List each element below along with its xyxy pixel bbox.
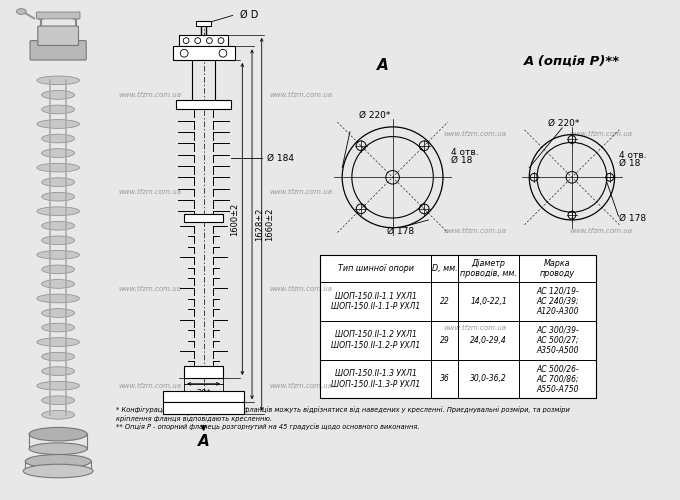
Ellipse shape — [41, 265, 75, 274]
Text: 1600±2: 1600±2 — [230, 202, 239, 235]
Ellipse shape — [41, 105, 75, 114]
Ellipse shape — [16, 8, 26, 14]
Ellipse shape — [41, 222, 75, 230]
Text: АС 300/39-
АС 500/27;
А350-А500: АС 300/39- АС 500/27; А350-А500 — [536, 325, 579, 355]
Text: Марка
проводу: Марка проводу — [540, 258, 575, 278]
Ellipse shape — [41, 134, 75, 143]
Text: www.tfzm.com.ua: www.tfzm.com.ua — [119, 382, 182, 388]
Text: 30,0-36,2: 30,0-36,2 — [470, 374, 507, 384]
Ellipse shape — [37, 250, 80, 259]
Text: Діаметр
проводів, мм.: Діаметр проводів, мм. — [460, 258, 517, 278]
Text: АС 120/19-
АС 240/39;
А120-А300: АС 120/19- АС 240/39; А120-А300 — [536, 286, 579, 316]
Ellipse shape — [29, 428, 87, 441]
Ellipse shape — [37, 207, 80, 216]
FancyBboxPatch shape — [38, 26, 78, 46]
FancyBboxPatch shape — [30, 40, 86, 60]
Ellipse shape — [37, 120, 80, 128]
Text: Ø 220*: Ø 220* — [549, 118, 580, 128]
Ellipse shape — [29, 443, 87, 454]
Ellipse shape — [41, 323, 75, 332]
Text: Ø 178: Ø 178 — [387, 227, 414, 236]
Text: 20*: 20* — [197, 389, 211, 398]
Text: 22: 22 — [440, 297, 449, 306]
Text: www.tfzm.com.ua: www.tfzm.com.ua — [569, 228, 632, 234]
Text: Ø 18: Ø 18 — [619, 159, 641, 168]
Text: www.tfzm.com.ua: www.tfzm.com.ua — [269, 382, 332, 388]
Text: www.tfzm.com.ua: www.tfzm.com.ua — [119, 286, 182, 292]
FancyBboxPatch shape — [36, 12, 80, 19]
Text: 1660±2: 1660±2 — [265, 207, 274, 240]
Text: 24,0-29,4: 24,0-29,4 — [470, 336, 507, 344]
FancyBboxPatch shape — [163, 390, 244, 402]
Text: www.tfzm.com.ua: www.tfzm.com.ua — [443, 130, 507, 136]
FancyBboxPatch shape — [163, 402, 244, 414]
Text: Ø 18: Ø 18 — [451, 156, 472, 164]
Ellipse shape — [41, 236, 75, 244]
FancyBboxPatch shape — [196, 21, 211, 26]
Ellipse shape — [41, 178, 75, 186]
Ellipse shape — [41, 192, 75, 201]
Text: ШОП-150.ІІ-1.1 УХЛ1
ШОП-150.ІІ-1.1-Р УХЛ1: ШОП-150.ІІ-1.1 УХЛ1 ШОП-150.ІІ-1.1-Р УХЛ… — [331, 292, 420, 311]
Text: www.tfzm.com.ua: www.tfzm.com.ua — [269, 286, 332, 292]
Ellipse shape — [23, 464, 93, 478]
Text: 4 отв.: 4 отв. — [451, 148, 478, 156]
Text: www.tfzm.com.ua: www.tfzm.com.ua — [443, 324, 507, 330]
Text: АС 500/26-
АС 700/86;
А550-А750: АС 500/26- АС 700/86; А550-А750 — [536, 364, 579, 394]
Text: 1628±2: 1628±2 — [255, 207, 265, 240]
Text: Тип шинної опори: Тип шинної опори — [337, 264, 413, 273]
FancyBboxPatch shape — [184, 366, 223, 378]
Text: Ø 184: Ø 184 — [267, 154, 294, 162]
Ellipse shape — [72, 15, 79, 20]
Ellipse shape — [41, 90, 75, 100]
Ellipse shape — [41, 148, 75, 158]
Text: А (опція Р)**: А (опція Р)** — [524, 54, 620, 68]
Text: 4 отв.: 4 отв. — [619, 152, 647, 160]
Ellipse shape — [37, 163, 80, 172]
FancyBboxPatch shape — [176, 100, 231, 110]
Ellipse shape — [41, 280, 75, 288]
Ellipse shape — [25, 454, 91, 468]
Text: 36: 36 — [440, 374, 449, 384]
Text: кріплення фланця відповідають кресленню.: кріплення фланця відповідають кресленню. — [116, 415, 273, 422]
Ellipse shape — [37, 382, 80, 390]
FancyBboxPatch shape — [184, 214, 223, 222]
Ellipse shape — [41, 396, 75, 404]
Text: * Конфігурація, та зовнішні розміри фланців можуть відрізнятися від наведених у : * Конфігурація, та зовнішні розміри флан… — [116, 406, 570, 413]
Text: D, мм.: D, мм. — [432, 264, 458, 273]
Text: www.tfzm.com.ua: www.tfzm.com.ua — [569, 130, 632, 136]
Text: www.tfzm.com.ua: www.tfzm.com.ua — [269, 92, 332, 98]
Text: Ø 178: Ø 178 — [619, 214, 647, 222]
Text: ** Опція Р - опорний фланець розгорнутий на 45 градусів щодо основного виконання: ** Опція Р - опорний фланець розгорнутий… — [116, 424, 420, 430]
Text: www.tfzm.com.ua: www.tfzm.com.ua — [269, 189, 332, 195]
Text: А: А — [377, 58, 389, 74]
Ellipse shape — [37, 338, 80, 346]
Ellipse shape — [41, 410, 75, 419]
FancyBboxPatch shape — [173, 46, 235, 60]
Text: ШОП-150.ІІ-1.3 УХЛ1
ШОП-150.ІІ-1.3-Р УХЛ1: ШОП-150.ІІ-1.3 УХЛ1 ШОП-150.ІІ-1.3-Р УХЛ… — [331, 369, 420, 388]
Text: www.tfzm.com.ua: www.tfzm.com.ua — [119, 189, 182, 195]
FancyBboxPatch shape — [180, 35, 228, 46]
Text: www.tfzm.com.ua: www.tfzm.com.ua — [119, 92, 182, 98]
Bar — [320, 255, 596, 398]
Ellipse shape — [41, 308, 75, 318]
Text: 14,0-22,1: 14,0-22,1 — [470, 297, 507, 306]
Ellipse shape — [41, 367, 75, 376]
Ellipse shape — [37, 15, 44, 20]
Ellipse shape — [41, 352, 75, 361]
Text: www.tfzm.com.ua: www.tfzm.com.ua — [443, 228, 507, 234]
Ellipse shape — [37, 76, 80, 84]
Text: ШОП-150.ІІ-1.2 УХЛ1
ШОП-150.ІІ-1.2-Р УХЛ1: ШОП-150.ІІ-1.2 УХЛ1 ШОП-150.ІІ-1.2-Р УХЛ… — [331, 330, 420, 350]
Ellipse shape — [37, 294, 80, 303]
Text: Ø D: Ø D — [241, 10, 259, 20]
Text: Ø 220*: Ø 220* — [360, 111, 391, 120]
Text: А: А — [198, 434, 209, 450]
Text: 29: 29 — [440, 336, 449, 344]
